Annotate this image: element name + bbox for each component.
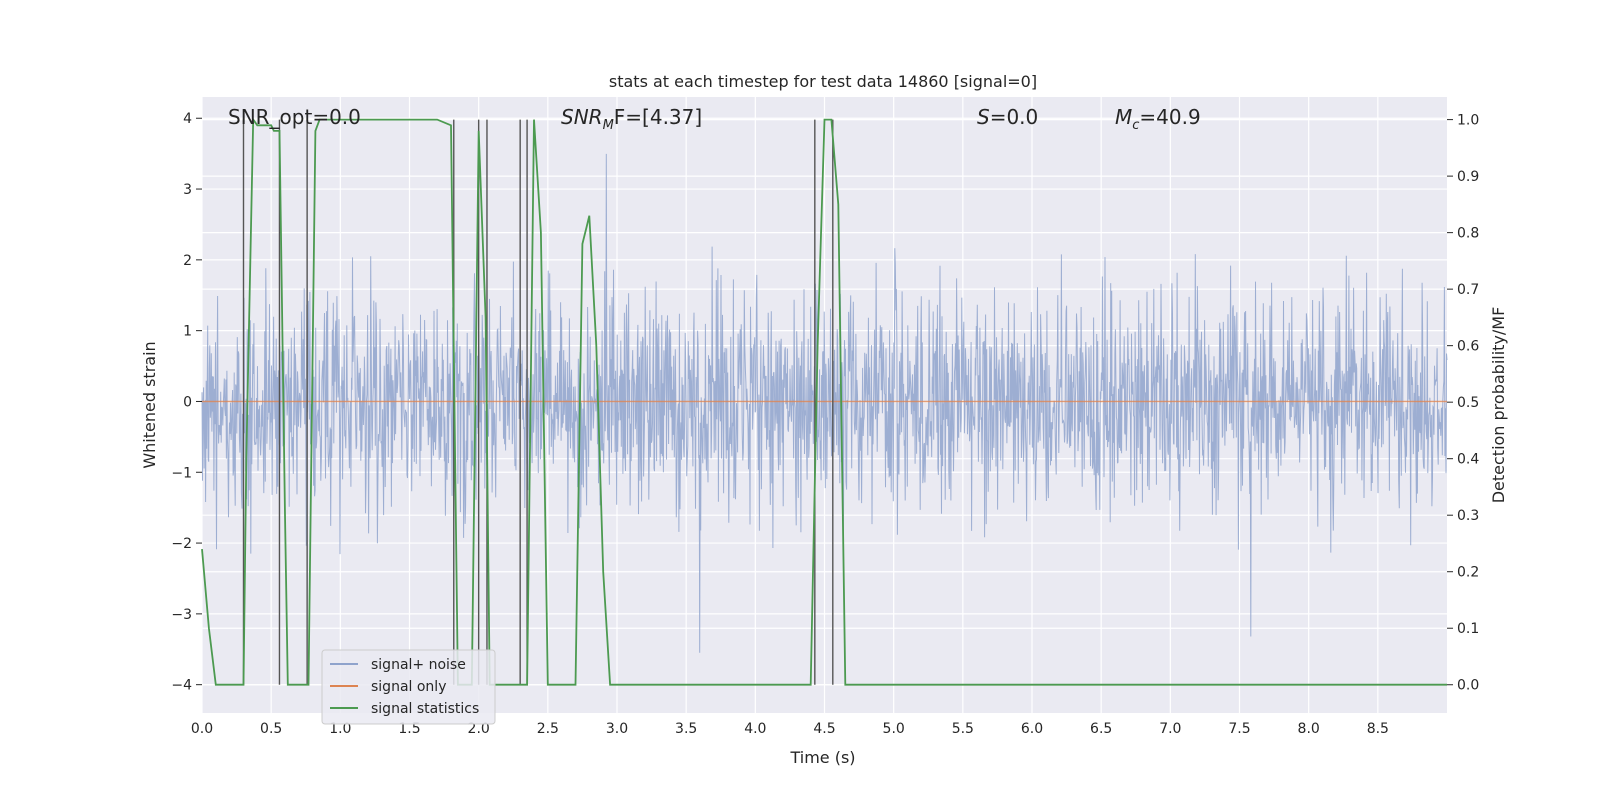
peak-markers (242, 119, 834, 685)
x-tick-label: 3.0 (606, 721, 628, 737)
y-tick-label: −2 (171, 536, 192, 552)
legend-label-noise: signal+ noise (371, 657, 466, 673)
y2-tick-label: 0.6 (1457, 339, 1479, 355)
x-tick-label: 0.5 (260, 721, 282, 737)
mc-annotation: Mc=40.9 (1115, 105, 1201, 133)
statistics-line (201, 116, 1447, 686)
s-annotation: S=0.0 (977, 105, 1038, 129)
y-axis-label: Whitened strain (140, 341, 159, 468)
x-tick-label: 4.5 (813, 721, 835, 737)
s-symbol: S (977, 105, 990, 129)
y2-tick-label: 0.3 (1457, 508, 1479, 524)
x-tick-label: 7.5 (1228, 721, 1250, 737)
snr-mf-symbol: SNR (561, 105, 603, 129)
noise-series (201, 153, 1448, 653)
snr-mf-subscript: M (603, 118, 614, 133)
x-tick-label: 5.0 (883, 721, 905, 737)
mc-symbol: M (1115, 105, 1132, 129)
x-tick-label: 2.0 (468, 721, 490, 737)
x-axis-label: Time (s) (789, 748, 855, 767)
y2-axis-ticks: 1.0 0.9 0.8 0.7 0.6 0.5 0.4 0.3 0.2 0.1 0.0 (1447, 113, 1479, 694)
x-tick-label: 4.0 (744, 721, 766, 737)
y2-tick-label: 0.8 (1457, 226, 1479, 242)
statistics-series (201, 116, 1447, 686)
y2-tick-label: 0.9 (1457, 169, 1479, 185)
y2-axis-label: Detection probability/MF (1489, 307, 1508, 504)
legend-label-signal-only: signal only (371, 679, 446, 695)
mc-value: =40.9 (1139, 105, 1200, 129)
legend-label-statistics: signal statistics (371, 701, 479, 717)
y-tick-label: 4 (183, 111, 192, 127)
y2-tick-label: 0.0 (1457, 678, 1479, 694)
x-tick-label: 8.5 (1367, 721, 1389, 737)
y-tick-label: −1 (171, 465, 192, 481)
x-tick-label: 6.0 (1021, 721, 1043, 737)
x-tick-label: 3.5 (675, 721, 697, 737)
y-tick-label: −3 (171, 607, 192, 623)
mc-subscript: c (1132, 118, 1139, 133)
noise-line (201, 153, 1448, 653)
snr-opt-annotation: SNR_opt=0.0 (228, 105, 361, 129)
x-tick-label: 6.5 (1090, 721, 1112, 737)
y-tick-label: 1 (183, 324, 192, 340)
x-tick-label: 1.5 (398, 721, 420, 737)
x-axis-ticks: 0.0 0.5 1.0 1.5 2.0 2.5 3.0 3.5 4.0 4.5 5.0 5.5 6.0 6… (191, 721, 1389, 737)
x-tick-label: 2.5 (537, 721, 559, 737)
legend-frame (321, 649, 496, 725)
snr-mf-annotation: SNRMF=[4.37] (561, 105, 702, 133)
y2-tick-label: 1.0 (1457, 113, 1479, 129)
x-tick-label: 7.0 (1159, 721, 1181, 737)
s-value: =0.0 (990, 105, 1039, 129)
x-tick-label: 5.5 (952, 721, 974, 737)
y2-tick-label: 0.5 (1457, 395, 1479, 411)
y-tick-label: 0 (183, 394, 192, 410)
y2-tick-label: 0.1 (1457, 621, 1479, 637)
chart-title: stats at each timestep for test data 148… (609, 72, 1037, 91)
x-tick-label: 1.0 (329, 721, 351, 737)
y-tick-label: 2 (183, 253, 192, 269)
snr-mf-value: F=[4.37] (614, 105, 702, 129)
y2-tick-label: 0.7 (1457, 282, 1479, 298)
y-axis-ticks: 4 3 2 1 0 −1 −2 −3 −4 (171, 111, 202, 694)
legend: signal+ noise signal only signal statist… (321, 649, 496, 725)
y2-tick-label: 0.4 (1457, 452, 1479, 468)
x-tick-label: 0.0 (191, 721, 213, 737)
y-tick-label: 3 (183, 182, 192, 198)
y-tick-label: −4 (171, 678, 192, 694)
x-tick-label: 8.0 (1298, 721, 1320, 737)
y2-tick-label: 0.2 (1457, 565, 1479, 581)
